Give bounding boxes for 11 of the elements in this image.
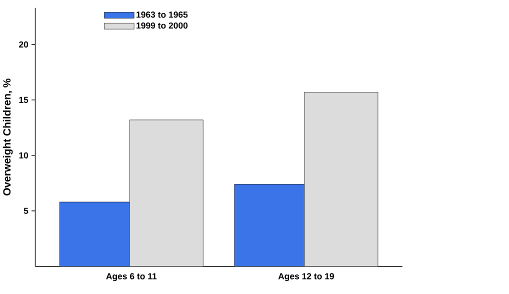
x-tick-label: Ages 12 to 19 <box>278 273 334 282</box>
legend-label: 1999 to 2000 <box>136 22 188 29</box>
y-tick-label: 15 <box>19 97 28 104</box>
bar <box>129 120 204 267</box>
legend-label: 1963 to 1965 <box>136 12 188 18</box>
y-tick-label: 10 <box>19 152 28 159</box>
y-tick-label: 20 <box>19 42 28 48</box>
y-axis-title: Overweight Children, % <box>2 78 13 196</box>
y-tick-label: 5 <box>24 208 28 214</box>
x-tick-label: Ages 6 to 11 <box>106 273 157 282</box>
bar <box>304 92 378 267</box>
